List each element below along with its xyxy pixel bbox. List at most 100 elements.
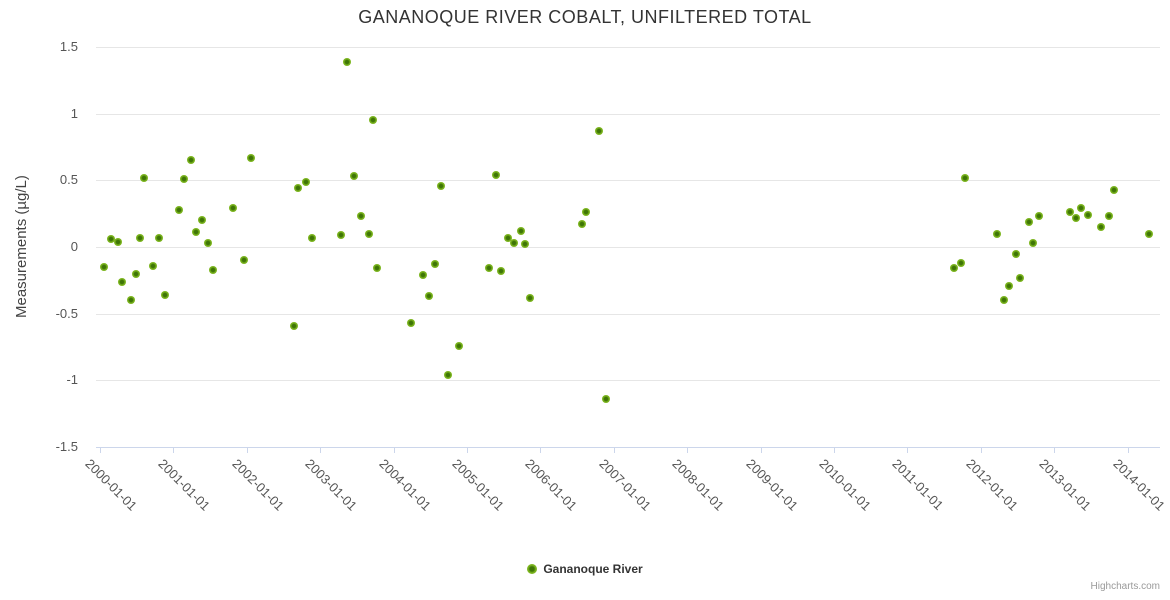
data-point[interactable]: [443, 371, 452, 379]
data-point[interactable]: [1097, 223, 1106, 231]
data-point[interactable]: [491, 171, 500, 179]
data-point[interactable]: [302, 177, 311, 186]
data-point[interactable]: [1004, 281, 1013, 290]
x-axis-tick: [393, 448, 395, 453]
data-point[interactable]: [126, 296, 135, 305]
data-point[interactable]: [581, 208, 590, 217]
x-axis-label: 2007-01-01: [596, 456, 654, 514]
data-point[interactable]: [1024, 217, 1033, 226]
x-axis-label: 2002-01-01: [229, 456, 287, 514]
data-point[interactable]: [187, 156, 196, 165]
x-axis-label: 2012-01-01: [963, 456, 1021, 514]
data-point[interactable]: [950, 264, 959, 273]
data-point[interactable]: [418, 271, 427, 279]
data-point[interactable]: [526, 293, 535, 302]
y-axis-label: 1: [70, 105, 78, 121]
data-point[interactable]: [203, 239, 212, 247]
data-point[interactable]: [140, 173, 149, 182]
data-point[interactable]: [174, 205, 183, 214]
x-axis-tick: [320, 448, 322, 453]
data-point[interactable]: [118, 277, 127, 286]
data-point[interactable]: [107, 235, 116, 243]
data-point[interactable]: [364, 229, 373, 238]
data-point[interactable]: [496, 267, 505, 275]
data-point[interactable]: [308, 233, 317, 242]
x-axis-tick: [907, 448, 909, 453]
data-point[interactable]: [504, 233, 513, 242]
data-point[interactable]: [160, 291, 169, 299]
x-axis-tick: [173, 448, 175, 453]
x-axis-label: 2013-01-01: [1036, 456, 1095, 514]
data-point[interactable]: [239, 256, 248, 265]
data-point[interactable]: [289, 321, 298, 330]
data-point[interactable]: [578, 220, 587, 229]
x-axis-tick: [980, 448, 982, 453]
gridline: [96, 47, 1160, 48]
credits-link[interactable]: Highcharts.com: [1090, 581, 1160, 592]
x-axis-tick: [1054, 448, 1056, 453]
data-point[interactable]: [198, 216, 207, 225]
data-point[interactable]: [343, 57, 352, 66]
x-axis-label: 2008-01-01: [669, 456, 728, 514]
data-point[interactable]: [406, 319, 415, 327]
data-point[interactable]: [1066, 208, 1075, 217]
data-point[interactable]: [294, 184, 303, 193]
data-point[interactable]: [521, 240, 530, 249]
data-point[interactable]: [992, 229, 1001, 238]
data-point[interactable]: [1077, 204, 1086, 213]
data-point[interactable]: [1104, 212, 1113, 221]
x-axis-label: 2006-01-01: [522, 456, 581, 514]
data-point[interactable]: [135, 233, 144, 242]
data-point[interactable]: [114, 237, 123, 246]
x-axis-tick: [687, 448, 689, 453]
data-point[interactable]: [179, 175, 188, 183]
data-point[interactable]: [373, 264, 382, 273]
data-point[interactable]: [595, 127, 604, 135]
data-point[interactable]: [485, 264, 494, 273]
data-point[interactable]: [424, 292, 433, 301]
x-axis-tick: [467, 448, 469, 453]
data-point[interactable]: [961, 173, 970, 182]
data-point[interactable]: [1144, 229, 1153, 238]
y-axis-label: -1: [66, 372, 78, 388]
data-point[interactable]: [369, 116, 378, 125]
data-point[interactable]: [357, 212, 366, 221]
x-axis-tick: [834, 448, 836, 453]
legend-marker-icon: [527, 564, 538, 574]
chart-title: GANANOQUE RIVER COBALT, UNFILTERED TOTAL: [358, 7, 812, 27]
legend-item-gananoque-river[interactable]: Gananoque River: [0, 562, 1170, 576]
data-point[interactable]: [1034, 212, 1043, 221]
data-point[interactable]: [516, 227, 525, 235]
data-point[interactable]: [454, 341, 463, 350]
x-axis-label: 2009-01-01: [743, 456, 801, 514]
data-point[interactable]: [430, 260, 439, 269]
data-point[interactable]: [436, 181, 445, 190]
data-point[interactable]: [154, 233, 163, 242]
data-point[interactable]: [228, 204, 237, 213]
data-point[interactable]: [192, 228, 201, 237]
data-point[interactable]: [1072, 213, 1081, 222]
data-point[interactable]: [1083, 211, 1092, 219]
data-point[interactable]: [148, 261, 157, 270]
x-axis-label: 2014-01-01: [1110, 456, 1168, 514]
data-point[interactable]: [349, 172, 358, 181]
x-axis-tick: [613, 448, 615, 453]
data-point[interactable]: [1012, 249, 1021, 258]
data-point[interactable]: [999, 296, 1008, 305]
x-axis-label: 2000-01-01: [82, 456, 141, 514]
data-point[interactable]: [247, 153, 256, 162]
data-point[interactable]: [1028, 239, 1037, 247]
y-axis-label: -0.5: [55, 305, 78, 321]
gridline: [96, 180, 1160, 182]
data-point[interactable]: [336, 231, 345, 239]
data-point[interactable]: [1016, 273, 1025, 282]
x-axis-label: 2003-01-01: [302, 456, 361, 514]
data-point[interactable]: [602, 395, 611, 403]
data-point[interactable]: [1109, 185, 1118, 194]
data-point[interactable]: [132, 269, 140, 278]
data-point[interactable]: [510, 239, 518, 247]
gridline: [96, 247, 1160, 248]
data-point[interactable]: [957, 259, 965, 267]
data-point[interactable]: [209, 265, 218, 274]
data-point[interactable]: [100, 263, 109, 271]
